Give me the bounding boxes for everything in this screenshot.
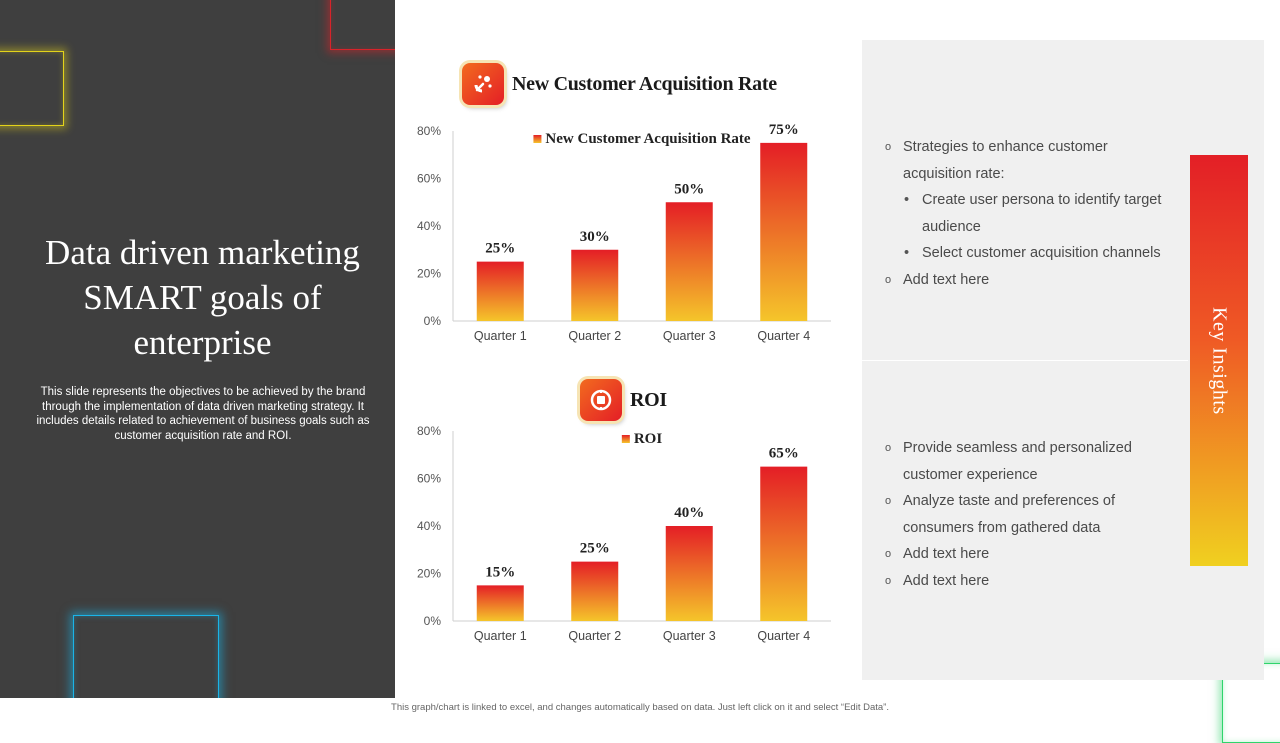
data-label: 40% (674, 505, 704, 521)
x-tick-label: Quarter 1 (474, 329, 527, 343)
insights-bottom-list: Provide seamless and personalized custom… (885, 435, 1170, 594)
insight-item: Add text here (885, 568, 1170, 595)
y-tick-label: 60% (417, 172, 441, 186)
insights-divider (862, 360, 1188, 361)
bar-quarter-4[interactable] (760, 142, 808, 321)
data-label: 75% (769, 122, 799, 138)
bar-quarter-3[interactable] (665, 526, 713, 621)
insight-item: Add text here (885, 541, 1170, 568)
slide-title: Data driven marketing SMART goals of ent… (45, 233, 360, 362)
insight-text: Strategies to enhance customer acquisiti… (903, 139, 1108, 182)
chart-1-title: New Customer Acquisition Rate (512, 72, 777, 95)
insights-top-list: Strategies to enhance customer acquisiti… (885, 134, 1170, 293)
chart-2-header: ROI (580, 379, 667, 421)
x-tick-label: Quarter 4 (757, 329, 810, 343)
decorative-yellow-frame (0, 51, 64, 126)
insight-sub-item: Select customer acquisition channels (903, 240, 1170, 267)
chart-1-header: New Customer Acquisition Rate (462, 63, 777, 105)
decorative-red-frame (330, 0, 395, 50)
insight-item: Strategies to enhance customer acquisiti… (885, 134, 1170, 267)
bar-quarter-4[interactable] (760, 466, 808, 621)
data-label: 15% (485, 564, 515, 580)
data-label: 25% (580, 541, 610, 557)
key-insights-label: Key Insights (1208, 306, 1231, 415)
bar-quarter-2[interactable] (571, 249, 619, 321)
bar-quarter-1[interactable] (476, 261, 524, 321)
y-tick-label: 0% (424, 314, 442, 328)
data-label: 50% (674, 181, 704, 197)
y-tick-label: 80% (417, 424, 441, 438)
insight-item: Add text here (885, 267, 1170, 294)
x-tick-label: Quarter 3 (663, 629, 716, 643)
y-tick-label: 20% (417, 267, 441, 281)
x-tick-label: Quarter 2 (568, 329, 621, 343)
data-label: 25% (485, 241, 515, 257)
chart-2-title: ROI (630, 388, 667, 411)
legend-swatch (621, 435, 630, 443)
insight-sub-list: Create user persona to identify target a… (903, 187, 1170, 267)
y-tick-label: 40% (417, 519, 441, 533)
footer-note: This graph/chart is linked to excel, and… (391, 702, 889, 713)
insight-item: Provide seamless and personalized custom… (885, 435, 1170, 488)
legend-label: New Customer Acquisition Rate (545, 131, 750, 147)
legend-label: ROI (634, 431, 663, 447)
chart-1-customer-acquisition: 0% 20% 40% 60% 80% New Customer Acquisition R… (417, 122, 831, 343)
decorative-blue-frame (73, 615, 219, 698)
x-tick-label: Quarter 1 (474, 629, 527, 643)
y-tick-label: 20% (417, 567, 441, 581)
x-tick-label: Quarter 4 (757, 629, 810, 643)
insight-sub-item: Create user persona to identify target a… (903, 187, 1170, 240)
chart-legend: ROI (621, 431, 663, 447)
data-label: 30% (580, 229, 610, 245)
slide-description: This slide represents the objectives to … (36, 386, 370, 442)
bar-quarter-3[interactable] (665, 202, 713, 321)
y-tick-label: 60% (417, 472, 441, 486)
left-panel: Data driven marketing SMART goals of ent… (0, 0, 395, 698)
x-tick-label: Quarter 3 (663, 329, 716, 343)
magnet-icon (462, 63, 504, 105)
bar-quarter-2[interactable] (571, 561, 619, 621)
legend-swatch (533, 135, 542, 143)
money-icon (580, 379, 622, 421)
key-insights-bar: Key Insights (1190, 155, 1248, 566)
data-label: 65% (769, 446, 799, 462)
y-tick-label: 40% (417, 219, 441, 233)
y-tick-label: 0% (424, 614, 442, 628)
y-tick-label: 80% (417, 124, 441, 138)
chart-legend: New Customer Acquisition Rate (533, 131, 751, 147)
bar-quarter-1[interactable] (476, 585, 524, 621)
x-tick-label: Quarter 2 (568, 629, 621, 643)
chart-2-roi: 0% 20% 40% 60% 80% ROI 15% Quarter 1 25% Quarter … (417, 424, 831, 643)
insight-item: Analyze taste and preferences of consume… (885, 488, 1170, 541)
